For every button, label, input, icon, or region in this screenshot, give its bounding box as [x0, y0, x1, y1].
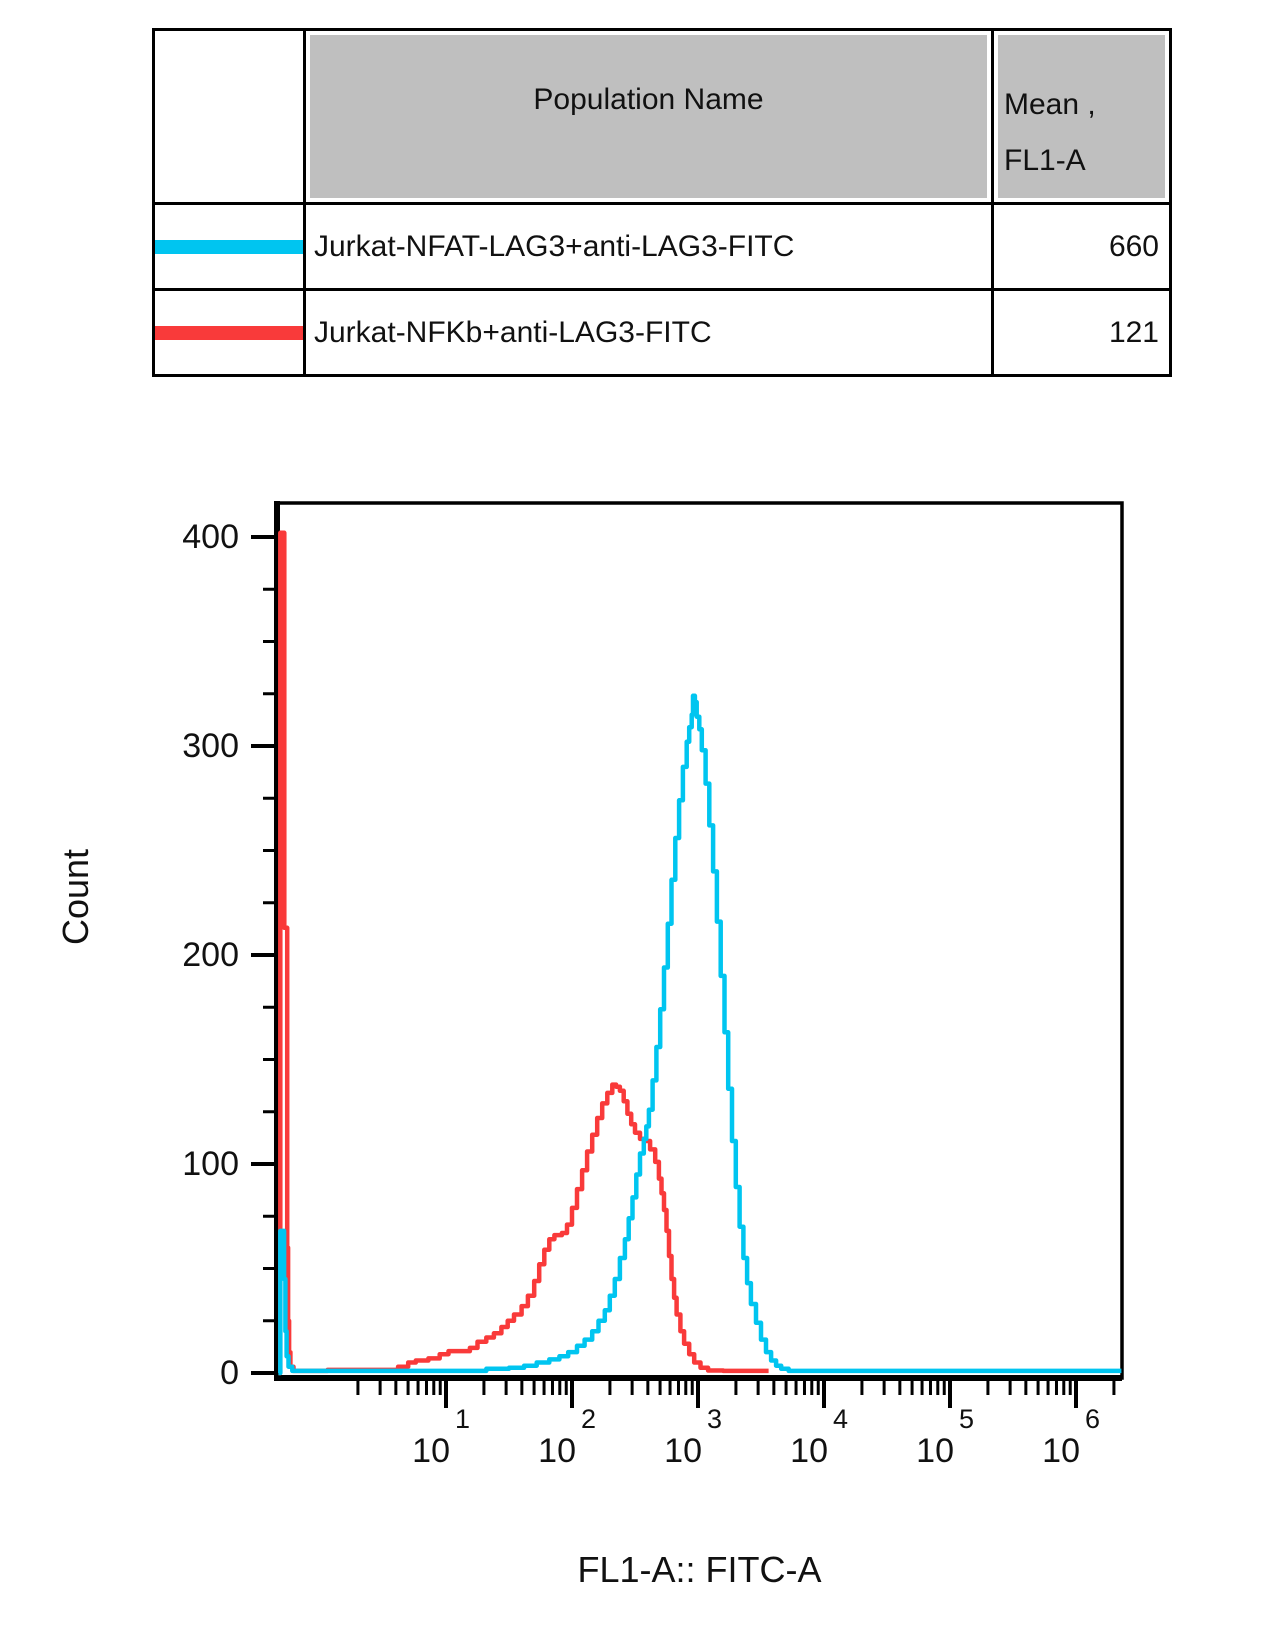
- x-tick-label-base: 10: [412, 1432, 450, 1470]
- x-tick-label-base: 10: [1042, 1432, 1080, 1470]
- legend-table: Population Name Mean , FL1-A Jurkat-NFAT…: [152, 28, 1172, 377]
- x-tick-label-exponent: 3: [707, 1404, 722, 1434]
- population-name: Jurkat-NFKb+anti-LAG3-FITC: [314, 315, 712, 349]
- header-mean-line1: Mean ,: [1004, 88, 1096, 121]
- swatch-cell: [152, 202, 306, 291]
- header-population-cell: Population Name: [303, 28, 994, 205]
- header-population-fill: Population Name: [310, 35, 987, 198]
- y-tick-label: 200: [182, 936, 239, 974]
- y-tick-label: 300: [182, 727, 239, 765]
- x-tick-label-exponent: 1: [455, 1404, 470, 1434]
- header-mean-line2: FL1-A: [1004, 144, 1086, 177]
- header-mean-cell: Mean , FL1-A: [991, 28, 1172, 205]
- series-curve-red: [278, 530, 769, 1376]
- swatch-cell: [152, 288, 306, 377]
- mean-value: 121: [1108, 315, 1159, 349]
- series-curve-cyan: [278, 693, 1122, 1376]
- mean-value: 660: [1108, 229, 1159, 263]
- x-axis-label: FL1-A:: FITC-A: [577, 1549, 821, 1590]
- population-cell: Jurkat-NFKb+anti-LAG3-FITC: [303, 288, 994, 377]
- x-tick-label-base: 10: [790, 1432, 828, 1470]
- y-tick-label: 100: [182, 1145, 239, 1183]
- mean-cell: 121: [991, 288, 1172, 377]
- header-mean-fill: Mean , FL1-A: [998, 35, 1165, 198]
- population-name: Jurkat-NFAT-LAG3+anti-LAG3-FITC: [314, 229, 795, 263]
- y-axis-label: Count: [55, 849, 96, 945]
- mean-cell: 660: [991, 202, 1172, 291]
- x-tick-label-exponent: 6: [1085, 1404, 1100, 1434]
- series-color-swatch-red: [155, 325, 303, 340]
- population-cell: Jurkat-NFAT-LAG3+anti-LAG3-FITC: [303, 202, 994, 291]
- table-row: Jurkat-NFAT-LAG3+anti-LAG3-FITC 660: [152, 202, 1172, 291]
- y-tick-label: 400: [182, 518, 239, 556]
- table-header-row: Population Name Mean , FL1-A: [152, 28, 1172, 205]
- x-tick-label-exponent: 5: [959, 1404, 974, 1434]
- table-row: Jurkat-NFKb+anti-LAG3-FITC 121: [152, 288, 1172, 377]
- x-tick-label-base: 10: [538, 1432, 576, 1470]
- x-tick-label-exponent: 2: [581, 1404, 596, 1434]
- y-tick-label: 0: [220, 1354, 239, 1392]
- header-population-label: Population Name: [533, 83, 764, 116]
- plot-frame: [275, 501, 1124, 1380]
- header-swatch-cell: [152, 28, 306, 205]
- x-tick-label-base: 10: [664, 1432, 702, 1470]
- x-tick-label-exponent: 4: [833, 1404, 848, 1434]
- series-color-swatch-cyan: [155, 239, 303, 254]
- x-tick-label-base: 10: [916, 1432, 954, 1470]
